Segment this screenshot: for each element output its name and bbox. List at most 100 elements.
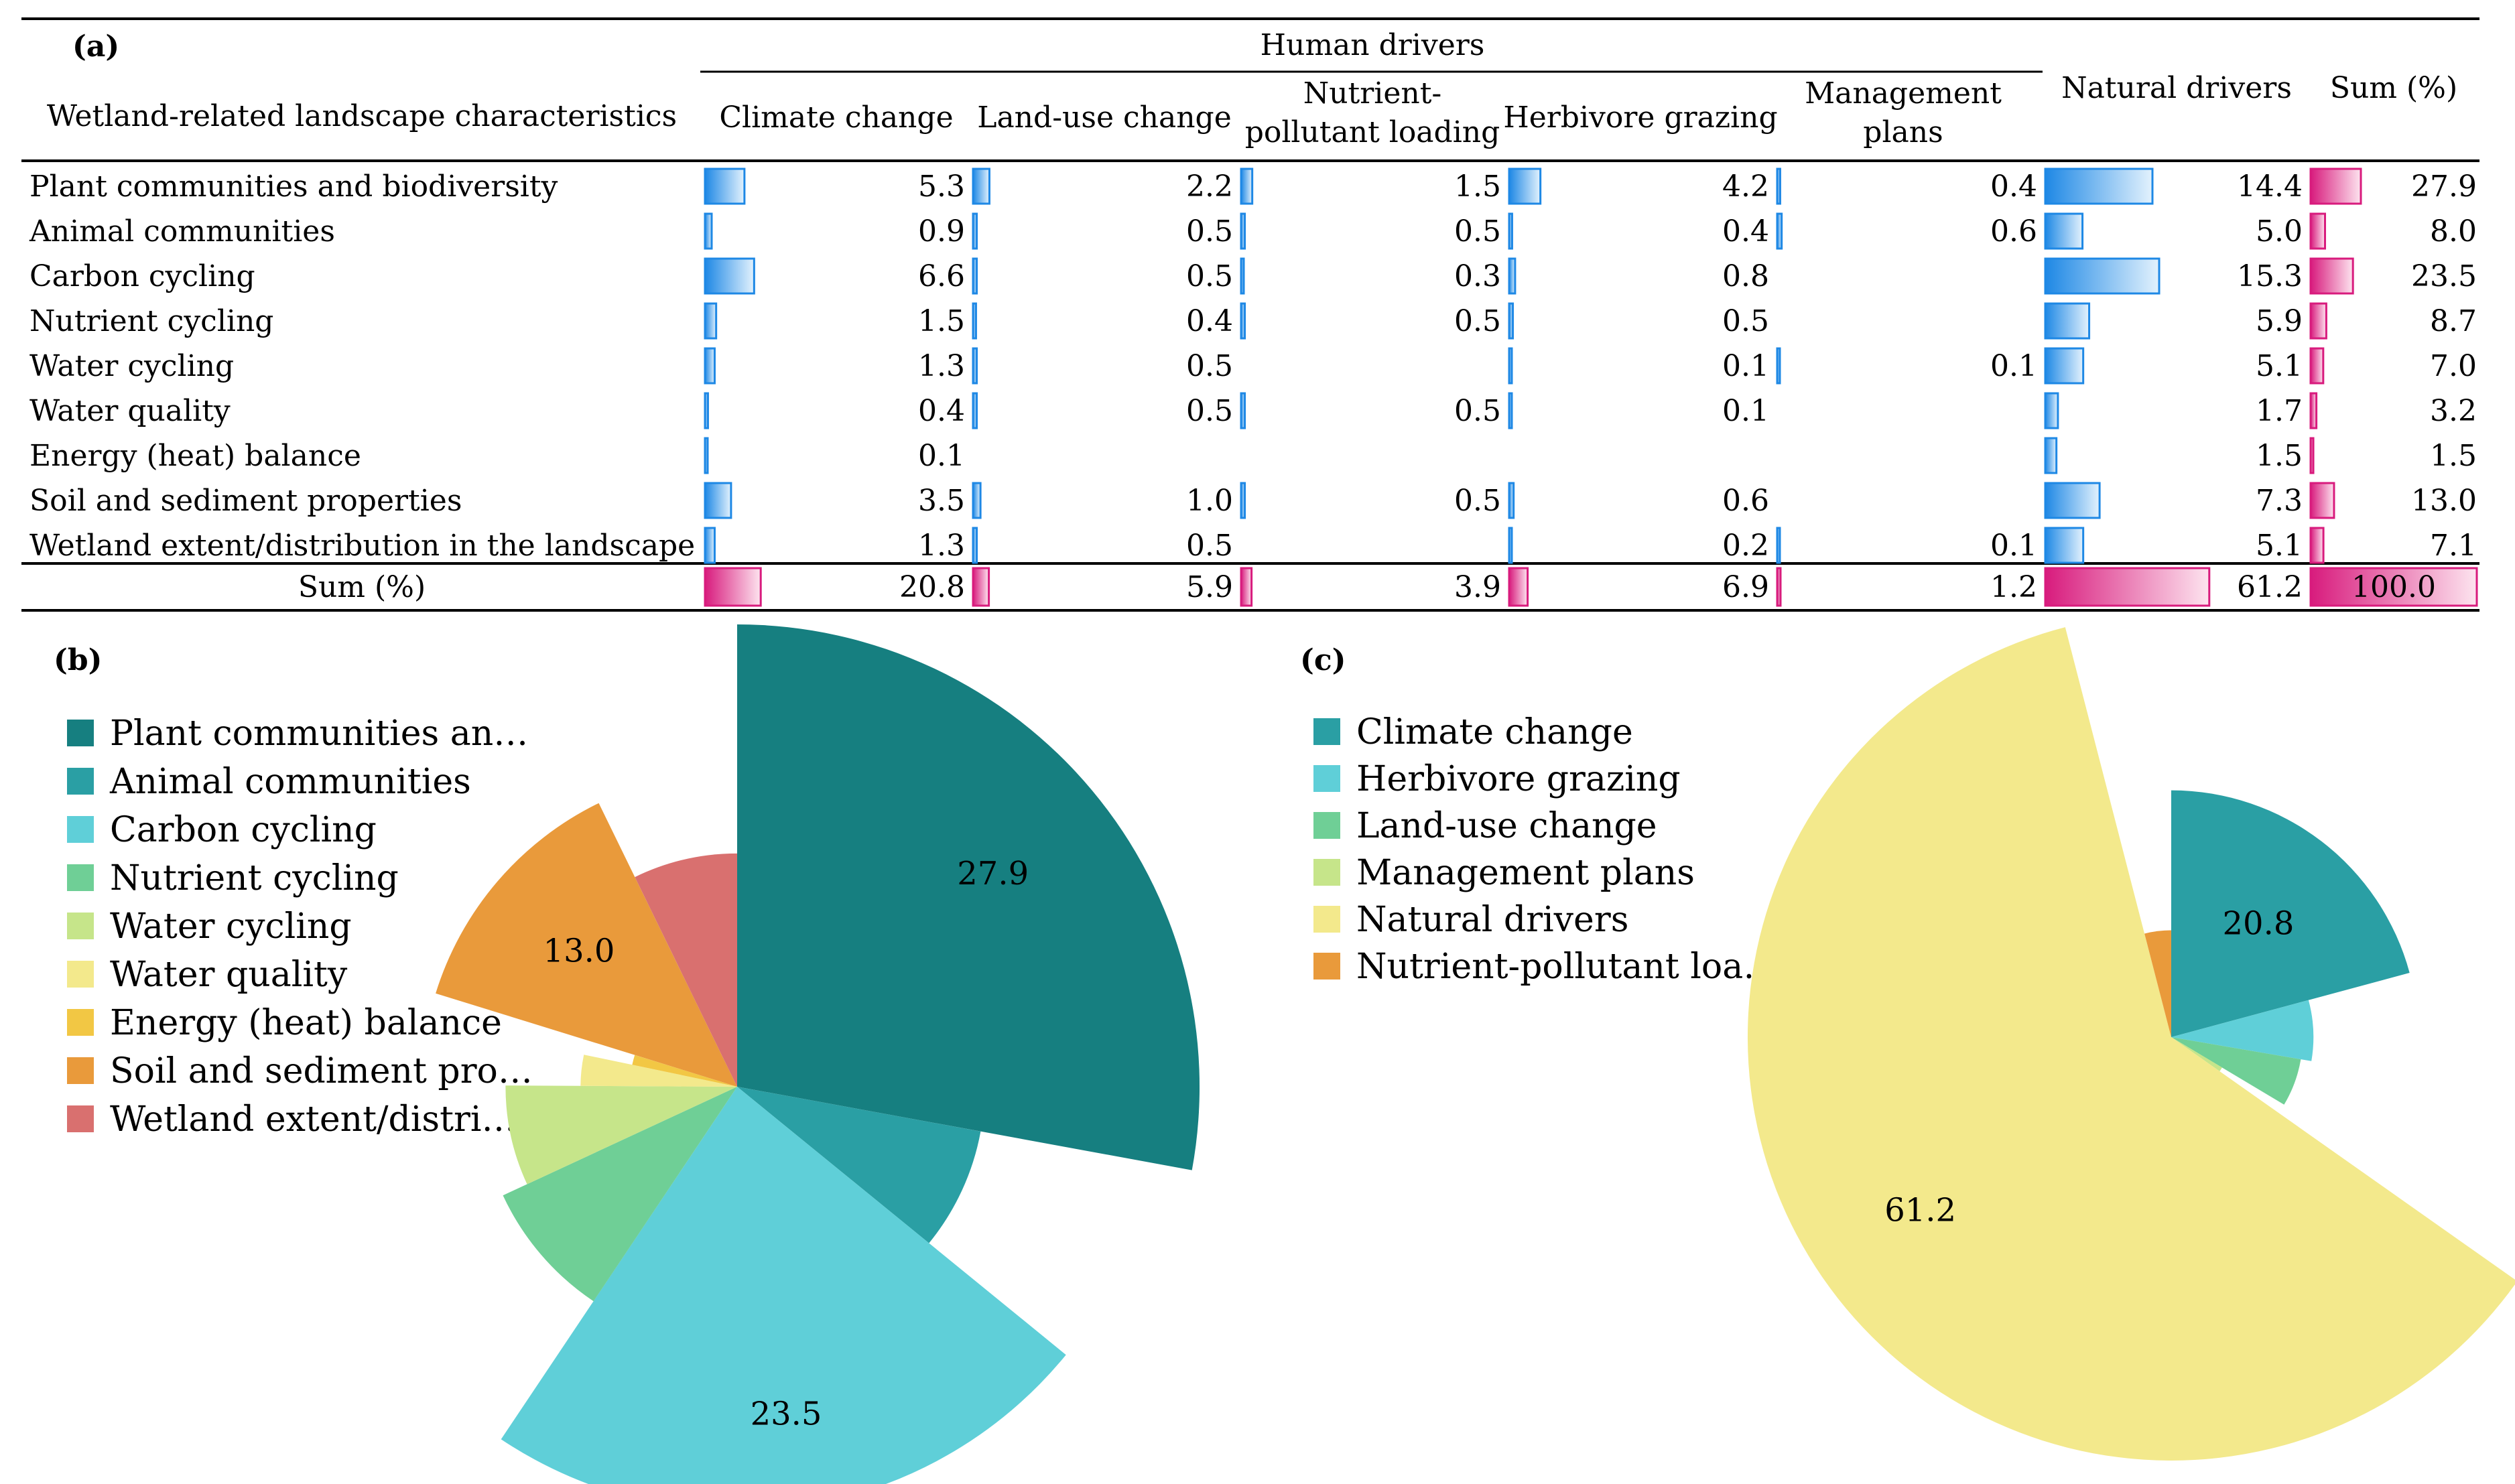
column-header-3: Herbivore grazing — [1503, 100, 1777, 135]
legend-label: Animal communities — [109, 762, 471, 802]
cell-value: 1.5 — [2256, 439, 2303, 473]
legend-item[interactable]: Land-use change — [1313, 806, 1657, 846]
polar-slice[interactable] — [2171, 1037, 2301, 1105]
legend-item[interactable]: Animal communities — [67, 762, 471, 802]
legend-item[interactable]: Soil and sediment pro… — [67, 1051, 533, 1091]
panel-c: (c) Climate change Herbivore grazing Land-… — [1300, 627, 2515, 1461]
legend-label: Energy (heat) balance — [110, 1003, 502, 1043]
cell-value: 0.6 — [1990, 214, 2037, 249]
legend-item[interactable]: Water quality — [67, 955, 348, 995]
cell-value: 0.1 — [1990, 529, 2037, 563]
cell-value: 0.5 — [1454, 484, 1501, 518]
table-row: Soil and sediment properties 3.5 1.0 0.5 0.6… — [29, 482, 2477, 519]
cell-value: 1.5 — [918, 304, 965, 338]
legend-item[interactable]: Climate change — [1313, 712, 1633, 752]
legend-item[interactable]: Natural drivers — [1313, 900, 1628, 940]
sum-row-bar — [1776, 567, 1782, 607]
cell-value: 0.2 — [1722, 529, 1769, 563]
value-bar — [972, 212, 978, 250]
polar-slice[interactable] — [580, 1055, 737, 1087]
sum-bar — [2309, 302, 2327, 340]
value-bar — [972, 167, 990, 205]
polar-slice[interactable] — [501, 1087, 1066, 1484]
value-bar — [972, 347, 978, 385]
legend-item[interactable]: Herbivore grazing — [1313, 759, 1681, 799]
value-bar — [1508, 167, 1542, 205]
polar-slice[interactable] — [737, 1087, 981, 1243]
panel-b: (b) Plant communities an… Animal communit… — [54, 624, 1200, 1484]
sum-row-bar — [1508, 567, 1529, 607]
legend-item[interactable]: Management plans — [1313, 853, 1695, 893]
value-bar — [2044, 482, 2101, 519]
cell-value: 27.9 — [2411, 170, 2477, 204]
column-header-0: Climate change — [719, 100, 953, 135]
panel-a-label: (a) — [72, 29, 119, 64]
polar-slice[interactable] — [737, 624, 1200, 1170]
value-bar — [1776, 527, 1781, 564]
cell-value: 0.5 — [1186, 529, 1233, 563]
row-label: Carbon cycling — [29, 259, 255, 293]
row-header: Wetland-related landscape characteristic… — [47, 99, 677, 133]
value-bar — [2044, 212, 2084, 250]
cell-value: 15.3 — [2237, 259, 2303, 293]
polar-slice[interactable] — [632, 1055, 737, 1087]
polar-slice[interactable] — [503, 1087, 738, 1302]
column-header-2: Nutrient- — [1303, 76, 1442, 111]
sum-row-value: 6.9 — [1722, 570, 1769, 604]
legend-item[interactable]: Energy (heat) balance — [67, 1003, 502, 1043]
polar-slice[interactable] — [436, 803, 737, 1087]
legend-item[interactable]: Carbon cycling — [67, 810, 377, 850]
value-bar — [1776, 212, 1783, 250]
legend-swatch — [1313, 765, 1340, 792]
legend-item[interactable]: Nutrient cycling — [67, 858, 399, 898]
table-row: Animal communities 0.9 0.5 0.5 0.4 0.6 5.0 8.0 — [29, 212, 2477, 250]
row-label: Animal communities — [29, 214, 335, 249]
cell-value: 0.9 — [918, 214, 965, 249]
cell-value: 6.6 — [918, 259, 965, 293]
polar-slice[interactable] — [505, 1085, 737, 1185]
polar-slice[interactable] — [635, 853, 737, 1087]
cell-value: 0.8 — [1722, 259, 1769, 293]
polar-slice[interactable] — [2171, 1000, 2314, 1061]
value-bar — [1240, 392, 1246, 429]
legend-item[interactable]: Wetland extent/distri… — [67, 1099, 516, 1140]
legend-swatch — [67, 816, 94, 843]
value-bar — [704, 527, 716, 564]
value-bar — [1776, 167, 1781, 205]
legend-label: Herbivore grazing — [1356, 759, 1681, 799]
sum-bar — [2309, 482, 2335, 519]
table-row: Wetland extent/distribution in the lands… — [29, 527, 2477, 564]
polar-slice[interactable] — [2171, 790, 2410, 1037]
cell-value: 5.1 — [2256, 349, 2303, 383]
polar-chart-b: 27.9 23.5 13.0 — [436, 624, 1200, 1484]
polar-slice[interactable] — [1747, 627, 2515, 1461]
cell-value: 1.5 — [2430, 439, 2477, 473]
cell-value: 5.9 — [2256, 304, 2303, 338]
cell-value: 0.5 — [1454, 214, 1501, 249]
legend-label: Carbon cycling — [110, 810, 377, 850]
value-bar — [1776, 347, 1781, 385]
legend-swatch — [1313, 718, 1340, 745]
polar-chart-c: 20.8 61.2 — [1747, 627, 2515, 1461]
table-row: Plant communities and biodiversity 5.3 2.2… — [29, 167, 2477, 205]
panel-c-label: (c) — [1300, 643, 1346, 677]
value-bar — [972, 392, 978, 429]
legend-item[interactable]: Water cycling — [67, 906, 352, 947]
value-bar — [1508, 257, 1517, 295]
table-row: Water quality 0.4 0.5 0.5 0.1 1.7 3.2 — [29, 392, 2477, 429]
legend-item[interactable]: Plant communities an… — [67, 714, 528, 754]
cell-value: 0.5 — [1186, 214, 1233, 249]
value-bar — [704, 302, 718, 340]
polar-slice[interactable] — [2171, 1037, 2222, 1071]
column-header-2-line2: pollutant loading — [1245, 115, 1500, 149]
cell-value: 1.7 — [2256, 394, 2303, 428]
polar-slice[interactable] — [2144, 930, 2171, 1037]
column-headers: Climate change Land-use change Nutrient-po… — [719, 71, 2457, 149]
column-header-1: Land-use change — [977, 100, 1232, 135]
legend-item[interactable]: Nutrient-pollutant loa… — [1313, 947, 1778, 987]
sum-bar — [2309, 347, 2325, 385]
slice-data-label: 20.8 — [2223, 904, 2295, 942]
sum-row-value: 61.2 — [2237, 570, 2303, 604]
legend-label: Wetland extent/distri… — [110, 1099, 516, 1140]
